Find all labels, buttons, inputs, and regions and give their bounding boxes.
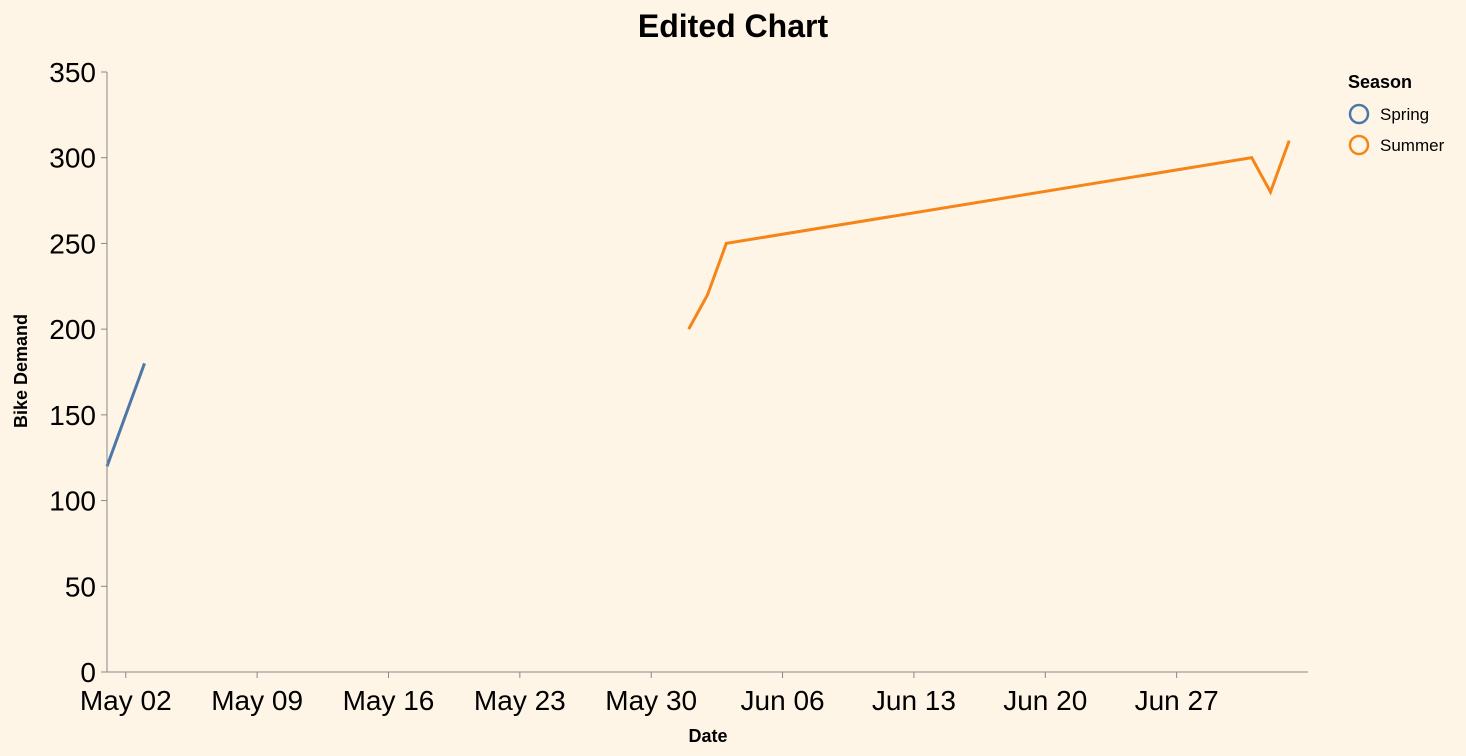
y-tick-label: 250 — [49, 228, 96, 259]
y-tick-label: 300 — [49, 143, 96, 174]
legend-label-spring: Spring — [1380, 105, 1429, 124]
legend-symbol-summer — [1348, 134, 1370, 156]
series-layer — [105, 140, 1291, 467]
series-line-summer — [687, 140, 1291, 330]
x-tick-label: May 09 — [211, 685, 303, 716]
y-tick-label: 200 — [49, 314, 96, 345]
y-tick-label: 100 — [49, 486, 96, 517]
legend: Season Spring Summer — [1348, 72, 1445, 156]
x-tick-label: May 23 — [474, 685, 566, 716]
y-tick-label: 350 — [49, 57, 96, 88]
x-tick-label: Jun 06 — [741, 685, 825, 716]
y-axis: 0 50 100 150 200 250 300 350 — [49, 57, 108, 688]
x-tick-label: Jun 13 — [872, 685, 956, 716]
x-tick-label: May 02 — [80, 685, 172, 716]
x-tick-label: Jun 27 — [1135, 685, 1219, 716]
plot-area — [105, 140, 1291, 467]
legend-label-summer: Summer — [1380, 136, 1445, 155]
series-line-spring — [105, 362, 146, 467]
y-axis-title: Bike Demand — [11, 314, 31, 428]
y-tick-label: 0 — [80, 657, 96, 688]
x-tick-label: May 16 — [343, 685, 435, 716]
y-tick-label: 150 — [49, 400, 96, 431]
legend-title: Season — [1348, 72, 1412, 92]
x-axis: May 02 May 09 May 16 May 23 May 30 Jun 06 Jun … — [80, 671, 1308, 716]
x-tick-label: May 30 — [605, 685, 697, 716]
legend-items: Spring Summer — [1348, 103, 1445, 156]
legend-symbol-spring — [1348, 103, 1370, 125]
x-tick-label: Jun 20 — [1003, 685, 1087, 716]
x-axis-title: Date — [688, 726, 727, 746]
chart-title: Edited Chart — [638, 8, 829, 44]
y-tick-label: 50 — [65, 571, 96, 602]
